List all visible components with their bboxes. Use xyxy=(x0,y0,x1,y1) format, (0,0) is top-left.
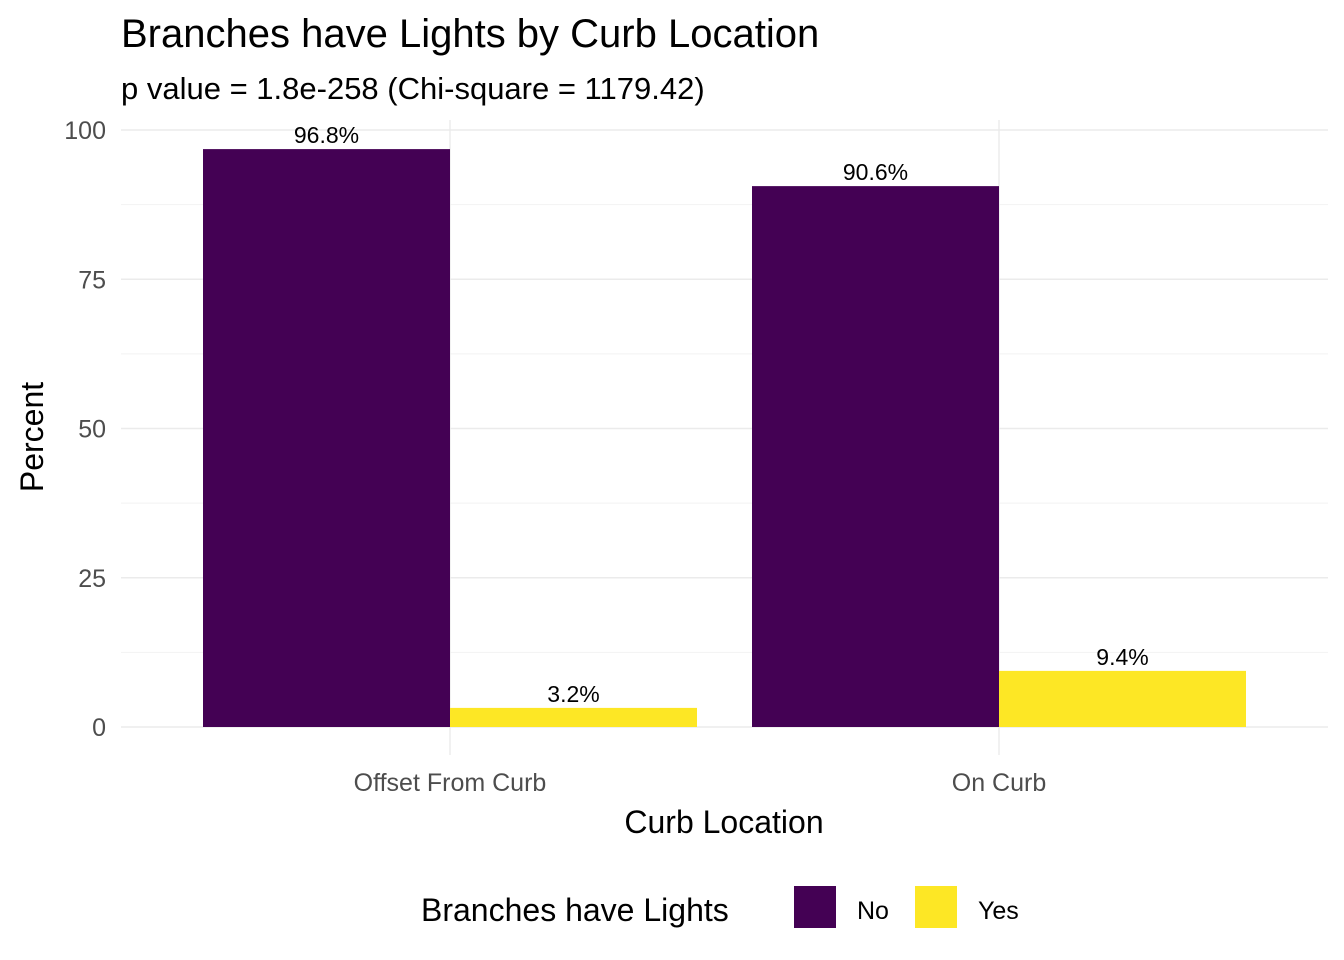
x-axis-ticks: Offset From Curb On Curb xyxy=(354,769,1047,797)
y-axis-ticks: 0 25 50 75 100 xyxy=(64,117,106,742)
y-tick-label: 50 xyxy=(78,416,106,444)
y-tick-label: 0 xyxy=(92,714,106,742)
y-axis-title: Percent xyxy=(14,382,50,492)
x-tick-label: Offset From Curb xyxy=(354,769,547,797)
legend-title: Branches have Lights xyxy=(421,892,729,928)
data-label: 90.6% xyxy=(843,159,908,185)
bar-no-1 xyxy=(752,186,999,728)
y-tick-label: 75 xyxy=(78,266,106,294)
legend-label-yes: Yes xyxy=(978,897,1019,925)
legend: Branches have Lights No Yes xyxy=(421,886,1019,928)
legend-swatch-no xyxy=(794,886,836,928)
bar-yes-0 xyxy=(450,707,697,727)
data-label: 9.4% xyxy=(1096,644,1148,670)
bar-yes-1 xyxy=(999,670,1246,727)
legend-label-no: No xyxy=(857,897,889,925)
bars xyxy=(203,149,1246,728)
y-tick-label: 100 xyxy=(64,117,106,145)
x-tick-label: On Curb xyxy=(952,769,1046,797)
y-tick-label: 25 xyxy=(78,565,106,593)
x-axis-title: Curb Location xyxy=(624,804,823,840)
legend-swatch-yes xyxy=(915,886,957,928)
bar-no-0 xyxy=(203,149,450,727)
chart-title: Branches have Lights by Curb Location xyxy=(121,12,819,56)
data-label: 96.8% xyxy=(294,122,359,148)
data-label: 3.2% xyxy=(547,681,599,707)
chart-subtitle: p value = 1.8e-258 (Chi-square = 1179.42… xyxy=(121,71,705,106)
data-labels: 96.8% 3.2% 90.6% 9.4% xyxy=(294,122,1149,707)
